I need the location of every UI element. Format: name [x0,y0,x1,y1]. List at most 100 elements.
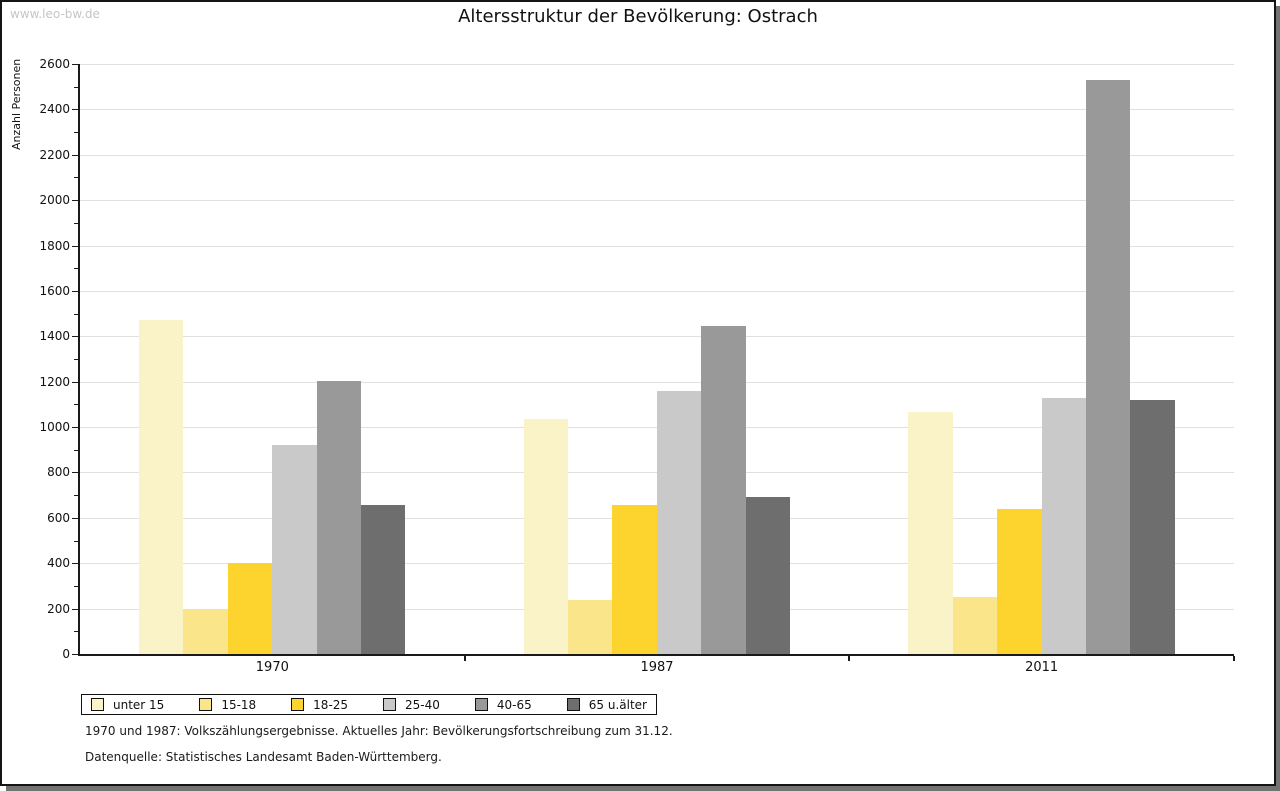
y-tick [74,222,78,224]
bar-1970-25-40 [272,445,317,654]
legend-label: 15-18 [221,697,257,712]
bar-2011-40-65 [1085,79,1131,654]
y-tick [72,427,78,429]
legend-entry-15-18: 15-18 [199,698,256,712]
legend-swatch-icon [291,698,305,711]
gridline [80,290,1234,292]
x-tick [848,656,851,661]
gridline [80,336,1234,338]
bar-2011-unter-15 [908,412,953,654]
y-tick-label: 2600 [39,57,70,71]
y-tick-label: 2200 [39,147,70,162]
y-tick [74,359,78,360]
y-tick [72,290,78,292]
y-tick [72,245,78,247]
y-tick [72,154,78,156]
y-tick [74,404,78,406]
bar-1987-unter-15 [523,419,569,654]
y-tick-label: 2400 [39,102,70,117]
gridline [80,154,1234,156]
y-tick [72,608,78,610]
page-title: Altersstruktur der Bevölkerung: Ostrach [458,6,818,27]
y-tick [72,381,78,383]
legend-label: 18-25 [313,697,349,712]
y-tick-label: 1400 [39,329,70,344]
gridline [80,200,1234,202]
legend-entry-18-25: 18-25 [291,698,348,712]
x-tick [463,656,466,661]
legend-entry-65-u.älter: 65 u.älter [566,697,647,712]
bar-1970-40-65 [316,380,361,654]
footnote-source-note: 1970 und 1987: Volkszählungsergebnisse. … [85,724,673,738]
y-tick [72,563,78,565]
x-axis-label: 1970 [255,660,289,675]
y-tick [74,177,78,179]
gridline [80,64,1234,65]
bar-1987-15-18 [568,599,613,654]
bar-1970-15-18 [183,609,228,654]
y-tick [74,313,78,315]
bar-1987-65-u.älter [745,497,791,654]
bar-1987-40-65 [701,326,746,654]
y-tick-label: 200 [47,601,70,616]
x-tick [1233,656,1235,661]
legend-swatch-icon [199,698,213,711]
y-tick [72,64,78,65]
legend-entry-40-65: 40-65 [474,697,532,712]
bar-2011-25-40 [1041,397,1086,654]
bar-1987-25-40 [656,390,702,654]
bar-1987-18-25 [612,505,657,654]
gridline [80,381,1234,383]
y-tick-label: 1600 [39,283,70,298]
bar-1970-18-25 [227,563,273,654]
bar-2011-18-25 [997,508,1042,654]
y-tick [74,495,78,497]
y-tick-label: 0 [62,647,70,661]
legend-entry-25-40: 25-40 [383,698,440,712]
legend-swatch-icon [474,698,488,711]
x-axis-label: 1987 [640,660,674,675]
y-tick [74,268,78,270]
legend-label: unter 15 [113,697,165,712]
y-tick-label: 800 [47,465,70,480]
legend-swatch-icon [91,698,104,711]
y-tick [72,109,78,111]
legend-swatch-icon [566,698,580,711]
legend-label: 65 u.älter [588,697,647,712]
y-tick [72,654,78,655]
y-tick-label: 1800 [39,238,70,253]
legend-entry-unter-15: unter 15 [91,698,164,712]
y-tick [74,132,78,134]
y-tick-label: 400 [47,556,70,571]
y-tick [74,86,78,88]
gridline [80,109,1234,111]
bar-2011-15-18 [952,597,998,654]
legend-label: 25-40 [405,697,440,712]
legend: unter 15 15-18 18-25 25-40 40-65 65 u.älter [81,694,657,715]
bar-1970-unter-15 [139,320,184,654]
y-tick [72,472,78,474]
y-tick [72,200,78,202]
y-tick [72,336,78,338]
y-tick [72,517,78,519]
x-axis-label: 2011 [1025,660,1059,675]
bar-1970-65-u.älter [361,505,406,654]
y-tick-label: 2000 [39,193,70,208]
y-tick [74,585,78,587]
y-tick-label: 1000 [39,420,70,435]
legend-swatch-icon [383,698,397,711]
y-tick [74,449,78,451]
y-tick [74,631,78,633]
watermark: www.leo-bw.de [10,7,100,21]
bar-2011-65-u.älter [1130,399,1175,654]
y-tick-label: 1200 [39,374,70,389]
legend-label: 40-65 [496,697,532,712]
footnote-data-source: Datenquelle: Statistisches Landesamt Bad… [85,750,442,764]
gridline [80,245,1234,247]
y-axis-line [78,64,80,656]
x-axis-line [78,654,1234,656]
y-tick-label: 600 [47,510,70,525]
y-tick [74,540,78,542]
